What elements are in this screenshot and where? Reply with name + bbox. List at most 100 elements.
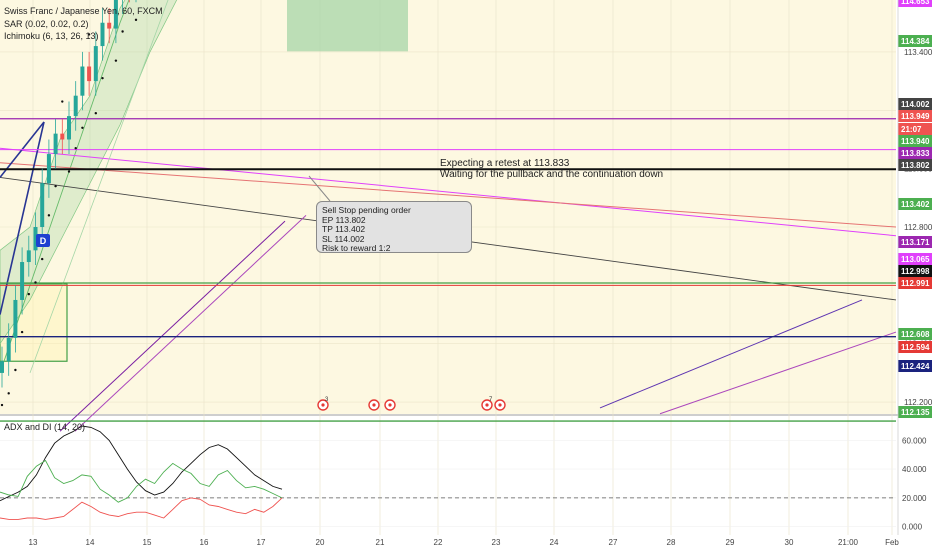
price-badge <box>898 253 932 265</box>
x-tick-label: 21 <box>376 538 385 547</box>
x-tick-label: 28 <box>667 538 676 547</box>
price-badge <box>898 236 932 248</box>
candle-body <box>20 262 25 300</box>
economic-event-dot <box>372 403 376 407</box>
economic-event-dot <box>485 403 489 407</box>
price-badge-label: 113.171 <box>901 238 930 247</box>
price-badge <box>898 198 932 210</box>
adx-title: ADX and DI (14, 20) <box>4 422 86 432</box>
candle-body <box>80 66 85 96</box>
purple-channel-c <box>599 299 863 409</box>
ichimoku-base-line <box>0 0 130 374</box>
price-badge <box>898 360 932 372</box>
candle-body <box>67 116 71 140</box>
sar-dot <box>67 170 71 173</box>
purple-channel-b <box>74 214 307 432</box>
green-fan-line <box>29 0 169 374</box>
ichimoku-cloud <box>0 0 178 345</box>
order-callout[interactable]: Sell Stop pending order EP 113.802 TP 11… <box>316 201 472 253</box>
adx-series-line <box>0 459 283 503</box>
callout-line-3: TP 113.402 <box>322 224 366 234</box>
callout-line-1: Sell Stop pending order <box>322 205 411 215</box>
sar-dot <box>61 100 64 103</box>
callout-pointer <box>308 175 331 202</box>
x-tick-label: 13 <box>29 538 38 547</box>
adx-pane-bg <box>0 416 896 535</box>
x-tick-label: 30 <box>785 538 794 547</box>
x-tick-label: 16 <box>200 538 209 547</box>
price-badge <box>898 98 932 110</box>
sar-dot <box>134 18 138 22</box>
adx-series-line <box>0 425 283 502</box>
economic-event-dot <box>498 403 502 407</box>
event-count-label: 3 <box>325 397 329 403</box>
analysis-note: Expecting a retest at 113.833 Waiting fo… <box>440 158 663 180</box>
x-tick-label: 15 <box>143 538 152 547</box>
y-tick-label: 113.400 <box>904 48 932 57</box>
sar-dot <box>20 330 24 334</box>
red-trendline <box>0 162 897 228</box>
support-zone-box <box>0 283 68 362</box>
adx-tick-label: 60.000 <box>902 436 927 445</box>
price-badge-label: 112.424 <box>901 362 930 371</box>
x-tick-label: 22 <box>434 538 443 547</box>
price-badge-label: 113.802 <box>901 161 930 170</box>
sar-dot <box>114 59 118 62</box>
x-tick-label: 14 <box>86 538 95 547</box>
candle-body <box>26 250 31 263</box>
price-badge-label: 112.998 <box>901 267 930 276</box>
chart-title: Swiss Franc / Japanese Yen, 60, FXCM <box>4 6 163 16</box>
sar-legend: SAR (0.02, 0.02, 0.2) <box>4 19 89 29</box>
event-count-label: 7 <box>489 397 493 403</box>
x-tick-label: 29 <box>726 538 735 547</box>
price-badge-label: 114.384 <box>901 37 930 46</box>
adx-tick-label: 40.000 <box>902 465 927 474</box>
callout-line-2: EP 113.802 <box>322 214 366 225</box>
price-badge-label: 112.608 <box>901 330 930 339</box>
price-badge <box>898 147 932 159</box>
sar-dot <box>7 392 10 395</box>
price-badge-label: 113.065 <box>901 255 930 264</box>
sar-dot <box>34 281 37 284</box>
d-marker-label: D <box>40 236 47 246</box>
price-badge <box>898 265 932 277</box>
sar-dot <box>74 147 77 150</box>
candle-body <box>13 299 18 338</box>
candle-body <box>100 22 105 47</box>
candle-body <box>46 154 51 184</box>
price-badge <box>898 135 932 147</box>
sar-dot <box>81 126 84 129</box>
sar-dot <box>0 403 4 407</box>
candle-body <box>40 183 45 228</box>
candle-body <box>107 22 112 29</box>
price-badge-label: 113.402 <box>901 200 930 209</box>
x-tick-label: 27 <box>609 538 618 547</box>
price-badge <box>898 35 932 47</box>
x-tick-label: Feb <box>885 538 899 547</box>
sar-dot <box>94 111 98 115</box>
sar-dot <box>14 368 17 372</box>
candle-body <box>93 46 98 82</box>
x-tick-label: 20 <box>316 538 325 547</box>
candle-body <box>87 66 92 82</box>
x-tick-label: 23 <box>492 538 501 547</box>
price-badge-label: 113.833 <box>901 149 930 158</box>
price-badge-label: 114.653 <box>901 0 930 6</box>
candle-body <box>33 227 38 251</box>
price-badge-label: 21:07 <box>901 125 922 134</box>
y-tick-label: 112.200 <box>904 398 932 407</box>
purple-channel-d <box>659 331 897 415</box>
x-tick-label: 17 <box>257 538 266 547</box>
candle-body <box>60 133 65 140</box>
purple-channel-a <box>59 220 286 432</box>
price-badge <box>898 406 932 418</box>
d-marker-box <box>36 234 50 247</box>
candle-body <box>73 95 78 117</box>
economic-event-dot <box>321 403 325 407</box>
take-profit-zone <box>287 0 408 52</box>
price-badge-label: 112.991 <box>901 279 930 288</box>
price-badge <box>898 123 932 135</box>
magenta-trendline-a <box>0 147 897 237</box>
